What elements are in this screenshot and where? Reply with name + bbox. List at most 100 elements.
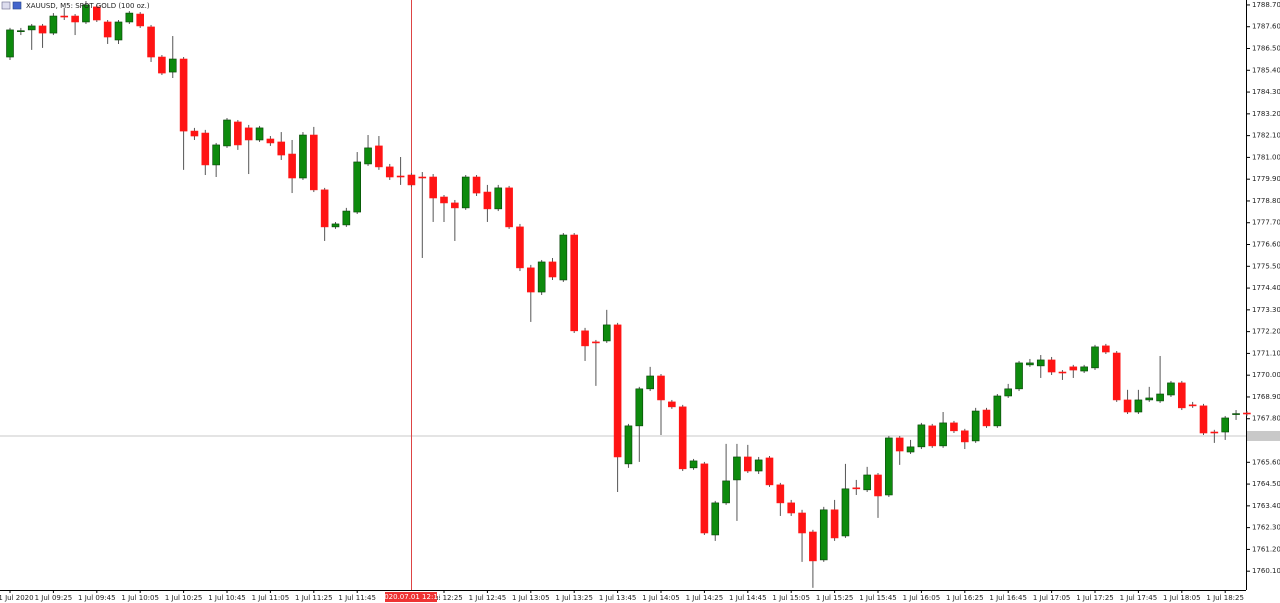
candle-body	[494, 187, 503, 210]
candle-body	[1112, 352, 1121, 401]
candle-body	[776, 484, 785, 504]
candle-body	[201, 132, 210, 166]
candle-body	[147, 26, 155, 58]
icon-box	[1, 1, 11, 10]
candle-body	[288, 153, 296, 179]
candle-body	[353, 161, 362, 213]
candle-body	[537, 261, 546, 293]
candle-body	[1102, 345, 1110, 353]
candle-body	[331, 223, 340, 228]
x-tick-label: 1 Jul 16:25	[946, 594, 984, 602]
candle-body	[787, 502, 796, 514]
candle-body	[299, 134, 307, 179]
x-tick-label: 1 Jul 15:05	[772, 594, 810, 602]
candle-body	[1156, 393, 1164, 402]
candle-body	[657, 375, 665, 401]
candle-body	[678, 406, 687, 470]
candle-body	[624, 425, 633, 465]
plot-area	[0, 0, 1251, 590]
candle-body	[819, 509, 828, 561]
candle-body	[49, 15, 58, 34]
candle-body	[885, 437, 893, 496]
x-tick-label: 1 Jul 17:05	[1033, 594, 1071, 602]
y-tick-label: 1772.20	[1252, 328, 1280, 336]
x-tick-label: 1 Jul 09:45	[78, 594, 116, 602]
candle-body	[1069, 366, 1078, 371]
x-tick-label: 1 Jul 10:45	[208, 594, 246, 602]
candle-body	[971, 410, 980, 442]
candle-body	[689, 460, 698, 469]
candle-body	[472, 176, 481, 194]
candle-body	[125, 12, 134, 23]
candle-body	[418, 176, 427, 179]
x-tick-label: 1 Jul 14:05	[642, 594, 680, 602]
candle-body	[581, 330, 589, 347]
candle-body	[82, 4, 90, 23]
x-tick-label: 1 Jul 11:45	[338, 594, 376, 602]
candle-body	[396, 175, 405, 178]
x-tick-label: 1 Jul 12:25	[425, 594, 463, 602]
candle-body	[255, 127, 264, 141]
candle-body	[1004, 388, 1013, 397]
candle-body	[385, 166, 394, 178]
chart-title: XAUUSD, M5: SPOT GOLD (100 oz.)	[26, 2, 150, 10]
y-tick-label: 1787.60	[1252, 23, 1280, 31]
candle-body	[103, 21, 112, 38]
candle-body	[1145, 397, 1154, 401]
symbol-icon	[1, 1, 22, 10]
candle-body	[1015, 362, 1023, 390]
y-tick-label: 1785.40	[1252, 66, 1280, 74]
x-tick-label: 1 Jul 10:25	[165, 594, 203, 602]
x-tick-label: 1 Jul 13:05	[512, 594, 550, 602]
candle-body	[754, 459, 763, 472]
candle-body	[1123, 399, 1132, 413]
candle-body	[277, 141, 286, 156]
y-tick-label: 1784.30	[1252, 88, 1280, 96]
x-tick-label: 1 Jul 10:05	[121, 594, 159, 602]
candle-body	[722, 480, 730, 504]
candle-body	[60, 15, 69, 18]
candle-body	[711, 502, 720, 536]
x-tick-label: 1 Jul 14:45	[729, 594, 767, 602]
candle-body	[1232, 413, 1240, 415]
candle-body	[635, 388, 644, 427]
y-tick-label: 1767.80	[1252, 415, 1280, 423]
candle-body	[505, 187, 513, 228]
y-tick-label: 1779.90	[1252, 175, 1280, 183]
x-tick-label: 1 Jul 16:05	[903, 594, 941, 602]
candle-body	[440, 196, 448, 204]
candle-body	[27, 25, 36, 31]
candle-body	[429, 176, 437, 199]
candle-body	[1036, 359, 1045, 367]
candle-body	[1080, 366, 1088, 372]
candle-body	[342, 210, 351, 226]
y-tick-label: 1776.60	[1252, 241, 1280, 249]
candle-body	[526, 267, 535, 293]
candle-body	[733, 456, 741, 481]
y-tick-label: 1774.40	[1252, 284, 1280, 292]
x-tick-label: 1 Jul 18:05	[1163, 594, 1201, 602]
candle-body	[1199, 405, 1208, 434]
x-tick-label: 1 Jul 17:25	[1076, 594, 1114, 602]
candle-body	[6, 29, 14, 58]
candle-body	[309, 134, 318, 191]
candle-body	[158, 56, 166, 74]
y-tick-label: 1788.70	[1252, 1, 1280, 9]
candle-body	[993, 395, 1002, 427]
y-tick-label: 1773.30	[1252, 306, 1280, 314]
y-tick-label: 1762.30	[1252, 524, 1280, 532]
x-tick-label: 1 Jul 15:25	[816, 594, 854, 602]
candle-body	[646, 375, 654, 390]
candle-body	[17, 30, 25, 32]
candle-body	[407, 174, 416, 186]
x-tick-label: 1 Jul 15:45	[859, 594, 897, 602]
y-tick-label: 1777.70	[1252, 219, 1280, 227]
candle-body	[613, 324, 622, 458]
candle-body	[950, 422, 958, 432]
candle-body	[1243, 412, 1251, 415]
y-tick-label: 1775.50	[1252, 262, 1280, 270]
candle-body	[38, 25, 47, 34]
